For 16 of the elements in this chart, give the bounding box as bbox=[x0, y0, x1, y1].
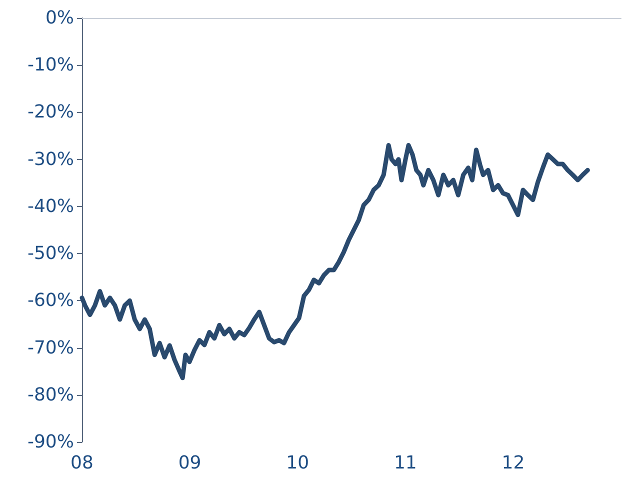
line-series bbox=[80, 142, 590, 380]
x-tick-label: 08 bbox=[70, 452, 94, 474]
y-tick-label: -20% bbox=[27, 102, 74, 123]
y-tick-label: -60% bbox=[27, 290, 74, 312]
y-tick-label: -90% bbox=[27, 432, 74, 452]
y-tick-label: -10% bbox=[27, 54, 74, 76]
y-tick-label: 0% bbox=[45, 8, 74, 28]
y-tick-label: -80% bbox=[27, 384, 74, 406]
y-tick-label: -70% bbox=[27, 337, 74, 358]
x-tick-label: 10 bbox=[286, 452, 310, 474]
y-tick-label: -50% bbox=[27, 243, 74, 264]
x-tick-label: 11 bbox=[394, 452, 417, 474]
y-tick-label: -40% bbox=[27, 196, 74, 217]
x-tick-label: 09 bbox=[178, 452, 202, 474]
y-tick-label: -30% bbox=[27, 148, 74, 170]
x-tick-label: 12 bbox=[502, 452, 525, 474]
